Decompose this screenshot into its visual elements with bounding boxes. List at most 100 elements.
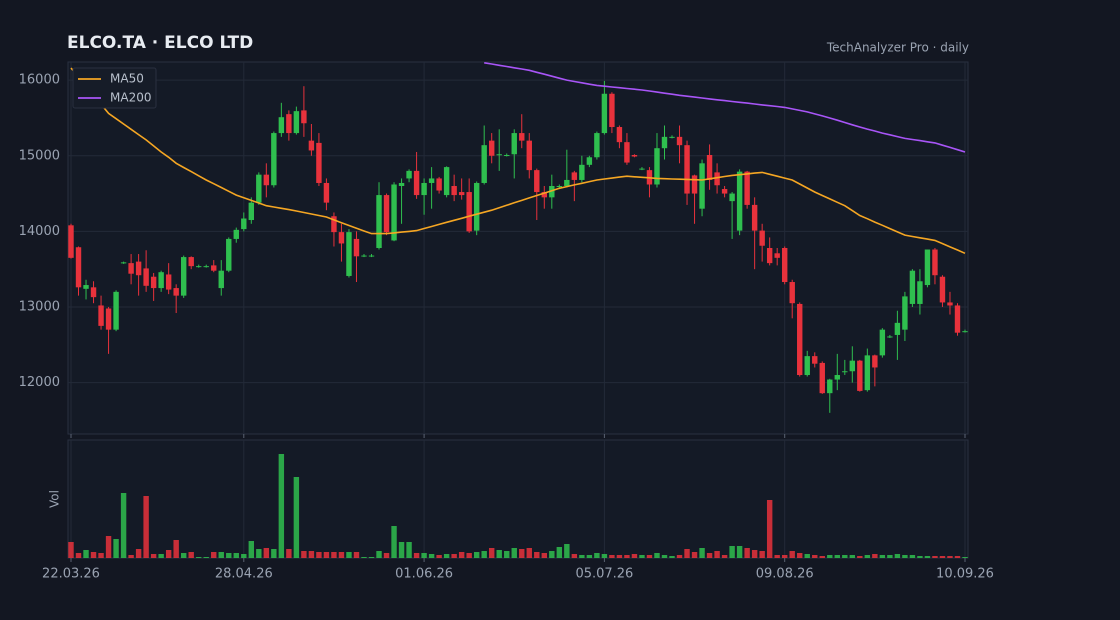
volume-bar [406, 542, 412, 558]
candle-body [744, 171, 750, 205]
candle-body [466, 192, 472, 232]
volume-bar [676, 555, 683, 558]
volume-bar [902, 555, 908, 558]
volume-bar [661, 555, 668, 558]
volume-bar [271, 549, 277, 558]
candle-body [804, 356, 810, 376]
candle-body [241, 218, 247, 230]
volume-bar [827, 555, 833, 558]
ma-lines [70, 62, 966, 255]
legend-label: MA200 [110, 91, 151, 105]
x-tick-label: 09.08.26 [756, 567, 814, 582]
candle-body [827, 379, 833, 394]
candle-body [789, 282, 795, 304]
candle-body [376, 195, 382, 248]
volume-bar [135, 549, 142, 558]
candle-body [158, 272, 164, 289]
candle-body [706, 155, 713, 180]
volume-bar [812, 555, 818, 558]
volume-bar [556, 547, 563, 558]
volume-bar [744, 548, 750, 558]
volume-bar [519, 549, 525, 558]
candle-body [917, 281, 923, 304]
volume-bar [120, 493, 127, 558]
candle-body [346, 232, 352, 276]
volume-bar [113, 539, 119, 558]
volume-bar [150, 554, 157, 558]
candle-body [278, 117, 285, 134]
candle-body [909, 270, 916, 304]
volume-bar [586, 555, 593, 558]
candle-body [481, 145, 487, 183]
candle-body [631, 155, 638, 157]
ma-line [484, 62, 966, 153]
volume-bar [729, 546, 735, 558]
candle-body [316, 142, 322, 183]
candle-body [286, 114, 292, 134]
candle-body [361, 255, 367, 257]
volume-bar [241, 554, 247, 558]
candle-body [549, 186, 555, 198]
candle-body [473, 182, 480, 231]
candle-body [226, 238, 232, 271]
volume-bar [75, 553, 82, 558]
volume-bar [158, 554, 164, 558]
candle-body [105, 308, 112, 330]
candle-body [248, 202, 255, 221]
candle-body [947, 302, 953, 306]
y-tick-label: 14000 [19, 224, 60, 239]
volume-bar [226, 553, 232, 558]
volume-bar [564, 544, 570, 558]
candle-body [541, 192, 547, 198]
volume-bar [624, 555, 630, 558]
candle-body [902, 296, 908, 330]
volume-bar [654, 553, 660, 558]
candle-body [872, 355, 878, 368]
volume-bar [128, 555, 134, 558]
candle-body [173, 288, 179, 296]
candle-body [954, 305, 961, 333]
volume-bar [721, 555, 728, 558]
volume-bar [496, 550, 502, 558]
volume-bar [211, 552, 217, 558]
volume-bar [466, 553, 472, 558]
volume-bar [631, 554, 638, 558]
candle-body [849, 360, 856, 372]
candle-body [939, 276, 946, 303]
candle-body [924, 249, 931, 286]
volume-bar [421, 553, 427, 558]
volume-bar [331, 552, 337, 558]
volume-bar [105, 536, 112, 558]
volume-bar [549, 551, 555, 558]
candle-body [774, 253, 780, 258]
volume-bar [248, 541, 255, 558]
candle-body [526, 140, 532, 171]
volume-bar [804, 554, 810, 558]
volume-bar [436, 555, 442, 558]
candle-body [699, 163, 705, 209]
candle-body [766, 248, 773, 264]
volume-bar [489, 548, 495, 558]
volume-bar [879, 555, 886, 558]
y-tick-label: 12000 [19, 375, 60, 390]
candle-body [504, 155, 510, 156]
candle-body [601, 93, 608, 134]
volume-bar [98, 553, 104, 558]
candle-body [714, 172, 720, 186]
candle-body [458, 192, 465, 196]
candle-body [932, 249, 938, 276]
candle-body [609, 93, 615, 128]
volume-bar [639, 555, 645, 558]
volume-bar [338, 552, 345, 558]
candle-body [150, 276, 157, 289]
chart-subtitle: TechAnalyzer Pro · daily [826, 41, 969, 55]
candle-body [797, 303, 803, 376]
candle-body [721, 189, 728, 194]
candle-body [203, 266, 209, 268]
candle-body [489, 140, 495, 156]
volume-bar [368, 557, 375, 558]
candle-body [98, 305, 104, 326]
candle-body [564, 179, 570, 186]
volume-bar [398, 542, 405, 558]
candle-body [519, 133, 525, 141]
